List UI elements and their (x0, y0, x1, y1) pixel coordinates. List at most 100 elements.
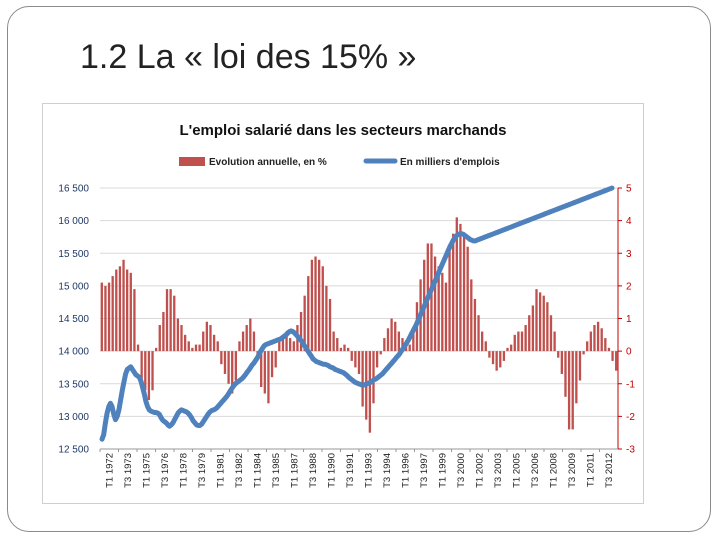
bar (191, 347, 194, 352)
line-series (99, 185, 615, 442)
bar (593, 325, 596, 352)
y-left-tick-label: 15 000 (58, 281, 89, 292)
bar (100, 282, 103, 352)
x-tick-label: T1 1999 (437, 453, 448, 488)
x-tick-label: T3 2006 (530, 453, 541, 488)
x-tick-label: T1 1996 (400, 453, 411, 488)
bar (321, 266, 324, 352)
bar (564, 351, 567, 397)
y-right-tick-label: 1 (626, 314, 632, 325)
chart-svg: L'emploi salarié dans les secteurs march… (58, 122, 635, 488)
bar (615, 351, 618, 371)
y-right-tick-label: 5 (626, 184, 632, 195)
bar (252, 331, 256, 352)
bar (578, 351, 582, 381)
y-right-tick-label: 0 (626, 347, 632, 358)
bar (441, 272, 444, 352)
bar (368, 351, 372, 433)
bar (202, 331, 205, 352)
y-left-tick-label: 15 500 (58, 249, 89, 260)
x-tick-label: T3 1991 (345, 453, 356, 488)
x-tick-label: T1 1984 (252, 453, 263, 488)
bar (401, 338, 404, 352)
x-tick-label: T1 1972 (104, 453, 115, 488)
bar (314, 256, 317, 352)
bar (122, 259, 125, 352)
bar (397, 331, 401, 352)
bar (452, 233, 455, 352)
bar (307, 276, 310, 352)
bar (531, 305, 535, 352)
y-left-tick-label: 14 500 (58, 314, 89, 325)
x-tick-label: T1 1981 (215, 453, 226, 488)
bar (339, 347, 343, 352)
bar (140, 351, 143, 381)
bar (180, 325, 183, 352)
bar (477, 315, 480, 352)
slide-title: 1.2 La « loi des 15% » (80, 38, 417, 76)
bar (249, 318, 252, 352)
bar (557, 351, 560, 358)
bar (332, 331, 335, 352)
bar (455, 217, 458, 352)
bar (183, 334, 187, 352)
bar (227, 351, 230, 384)
bar (346, 347, 350, 352)
bar (274, 351, 277, 368)
chart-title: L'emploi salarié dans les secteurs march… (179, 122, 506, 139)
x-tick-label: T1 1978 (178, 453, 189, 488)
bar (241, 331, 245, 352)
bar (151, 351, 154, 391)
bar (433, 256, 437, 352)
bar (292, 341, 295, 352)
bar (437, 266, 440, 352)
bar (470, 279, 473, 352)
bar (118, 266, 122, 352)
bar (596, 321, 600, 352)
bar (354, 351, 357, 368)
bar (538, 292, 542, 352)
bar (245, 325, 248, 352)
bar (462, 233, 466, 352)
bar (343, 344, 346, 352)
x-tick-label: T3 2003 (493, 453, 504, 488)
bar (212, 334, 216, 352)
chart-container: L'emploi salarié dans les secteurs march… (42, 103, 644, 504)
bar (310, 259, 314, 352)
bar (495, 351, 498, 371)
bar (111, 276, 114, 352)
bar (586, 341, 589, 352)
bar (535, 289, 538, 352)
x-tick-label: T3 1994 (382, 453, 393, 488)
bar (542, 295, 545, 352)
bar (488, 351, 491, 358)
bar (549, 315, 553, 352)
bar (289, 338, 292, 352)
legend: Evolution annuelle, en % En milliers d'e… (179, 157, 500, 168)
bar (575, 351, 578, 404)
x-tick-label: T1 2002 (474, 453, 485, 488)
bar (509, 344, 513, 352)
bar (198, 344, 201, 352)
bar (611, 351, 614, 361)
bar (165, 289, 169, 352)
bar (317, 259, 321, 352)
bar (162, 311, 165, 352)
legend-swatch-bar (179, 157, 205, 166)
bar (394, 321, 397, 352)
bar (303, 295, 306, 352)
bar (223, 351, 227, 374)
x-tick-label: T3 1988 (308, 453, 319, 488)
y-axis-left: 16 500 16 000 15 500 15 000 14 500 14 000 13 5… (58, 184, 89, 456)
legend-label-line: En milliers d'emplois (400, 157, 500, 168)
y-right-tick-label: 3 (626, 249, 632, 260)
x-tick-label: T1 1975 (141, 453, 152, 488)
bar (553, 331, 556, 352)
bar (234, 351, 237, 381)
x-tick-label: T3 2009 (567, 453, 578, 488)
bar (278, 338, 281, 352)
bar (325, 285, 328, 352)
bar (357, 351, 361, 374)
bar (408, 344, 411, 352)
bar (528, 315, 531, 352)
